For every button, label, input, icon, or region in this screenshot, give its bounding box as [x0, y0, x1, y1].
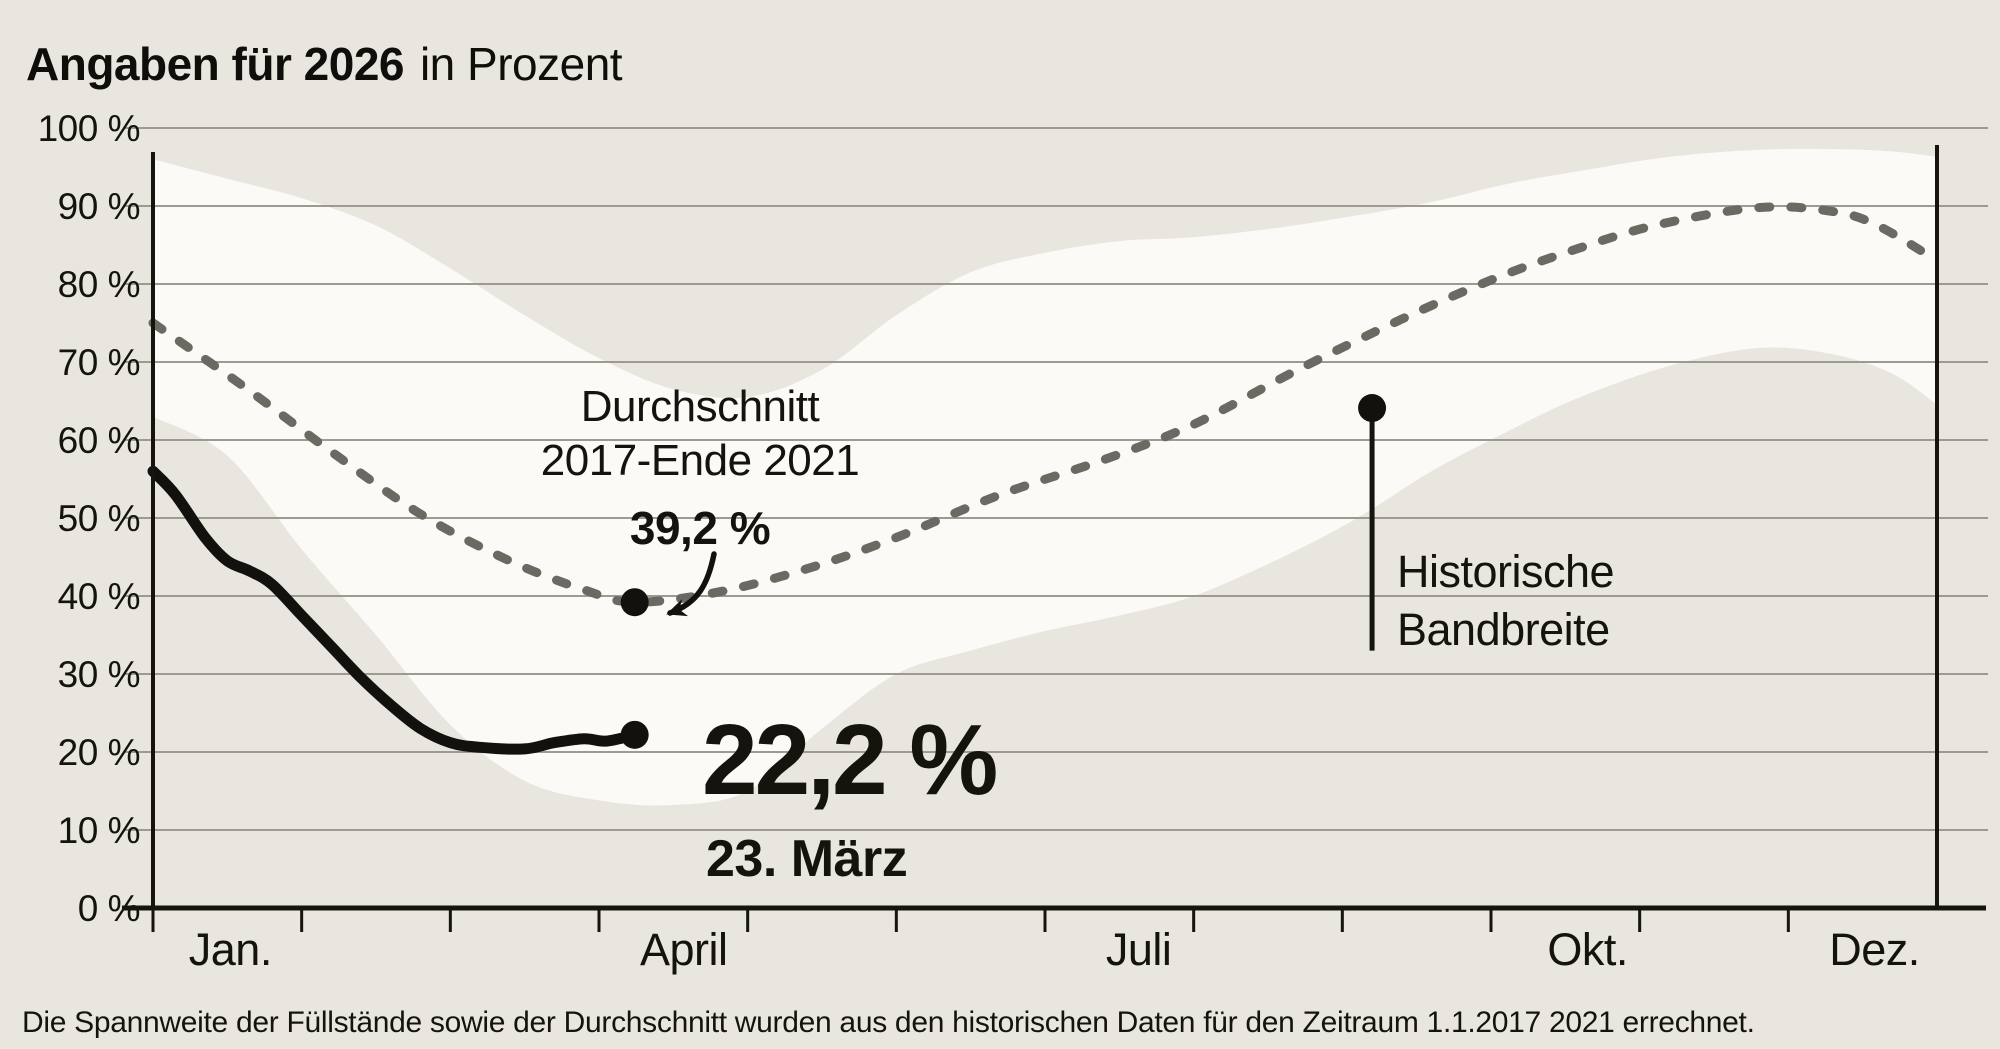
band-pin-dot	[1358, 394, 1386, 422]
y-axis-tick-label: 90 %	[58, 186, 140, 227]
y-axis-tick-label: 100 %	[38, 108, 140, 149]
footer-note: Die Spannweite der Füllstände sowie der …	[22, 1006, 1755, 1039]
y-axis-tick-label: 10 %	[58, 810, 140, 851]
y-axis-tick-label: 50 %	[58, 498, 140, 539]
gas-storage-chart: 100 % 90 % 80 % 70 % 60 % 50 % 40 % 30 % 20 % 10 …	[0, 0, 2000, 1049]
y-axis-tick-label: 40 %	[58, 576, 140, 617]
current-date-label: 23. März	[706, 830, 907, 888]
y-axis-tick-label: 30 %	[58, 654, 140, 695]
x-axis-month-label: Juli	[1106, 924, 1172, 975]
title-bold: Angaben für 2026	[26, 38, 404, 90]
average-label-line1: Durchschnitt	[581, 382, 820, 431]
x-axis-month-label: Jan.	[189, 924, 272, 975]
y-axis-tick-label: 80 %	[58, 264, 140, 305]
page-title: Angaben für 2026 in Prozent	[26, 38, 623, 90]
y-axis-tick-label: 70 %	[58, 342, 140, 383]
y-axis-tick-label: 20 %	[58, 732, 140, 773]
current-value-label: 22,2 %	[702, 704, 996, 816]
title-regular: in Prozent	[420, 38, 623, 90]
average-point-marker	[621, 588, 649, 616]
y-axis-tick-label: 60 %	[58, 420, 140, 461]
average-label-line2: 2017-Ende 2021	[541, 436, 859, 485]
current-point-marker	[621, 721, 649, 749]
band-label-line1: Historische	[1397, 546, 1614, 597]
x-axis-month-label: Dez.	[1829, 924, 1920, 975]
band-label-line2: Bandbreite	[1397, 604, 1610, 655]
x-axis-month-label: April	[640, 924, 728, 975]
x-axis-month-label: Okt.	[1547, 924, 1628, 975]
average-value-label: 39,2 %	[630, 502, 770, 554]
